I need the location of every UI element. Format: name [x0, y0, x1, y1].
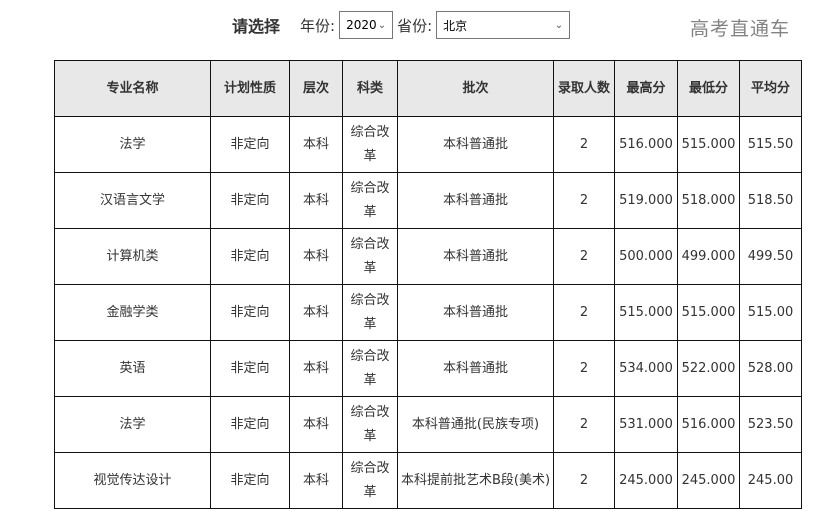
- table-cell: 519.000: [614, 172, 678, 229]
- filter-title: 请选择: [232, 17, 281, 36]
- filter-bar: 请选择 年份: 2020 ⌄ 省份: 北京 ⌄: [232, 10, 571, 40]
- table-row: 视觉传达设计 非定向 本科 综合改革 本科提前批艺术B段(美术) 2 245.000 245.…: [54, 452, 802, 509]
- table-cell: 本科: [289, 396, 343, 453]
- table-cell: 245.00: [739, 452, 802, 509]
- table-cell: 518.000: [677, 172, 740, 229]
- column-header: 批次: [397, 60, 554, 117]
- table-row: 汉语言文学 非定向 本科 综合改革 本科普通批 2 519.000 518.000 518.50: [54, 172, 802, 229]
- table-cell: 非定向: [210, 228, 290, 285]
- table-cell: 518.50: [739, 172, 802, 229]
- table-cell: 非定向: [210, 116, 290, 173]
- column-header: 最低分: [677, 60, 740, 117]
- table-cell: 2: [553, 284, 615, 341]
- watermark: 高考直通车: [690, 18, 791, 40]
- chevron-down-icon: ⌄: [554, 19, 564, 31]
- table-cell: 非定向: [210, 452, 290, 509]
- table-cell: 综合改革: [342, 452, 398, 509]
- table-cell: 2: [553, 116, 615, 173]
- table-cell: 金融学类: [54, 284, 211, 341]
- table-cell: 500.000: [614, 228, 678, 285]
- table-row: 法学 非定向 本科 综合改革 本科普通批 2 516.000 515.000 515.50: [54, 116, 802, 173]
- province-value: 北京: [443, 18, 468, 33]
- table-cell: 522.000: [677, 340, 740, 397]
- column-header: 计划性质: [210, 60, 290, 117]
- column-header: 科类: [342, 60, 398, 117]
- table-cell: 非定向: [210, 172, 290, 229]
- table-cell: 515.000: [677, 284, 740, 341]
- table-cell: 综合改革: [342, 228, 398, 285]
- table-cell: 本科: [289, 228, 343, 285]
- table-cell: 视觉传达设计: [54, 452, 211, 509]
- year-value: 2020: [346, 18, 377, 32]
- table-cell: 非定向: [210, 284, 290, 341]
- table-row: 英语 非定向 本科 综合改革 本科普通批 2 534.000 522.000 528.00: [54, 340, 802, 397]
- table-cell: 515.000: [677, 116, 740, 173]
- year-select[interactable]: 2020 ⌄: [339, 11, 394, 39]
- table-cell: 499.50: [739, 228, 802, 285]
- table-cell: 528.00: [739, 340, 802, 397]
- table-cell: 综合改革: [342, 284, 398, 341]
- column-header: 录取人数: [553, 60, 615, 117]
- province-label: 省份:: [397, 16, 433, 35]
- table-cell: 本科普通批(民族专项): [397, 396, 554, 453]
- table-cell: 2: [553, 228, 615, 285]
- admission-score-table: 专业名称 计划性质 层次 科类 批次 录取人数 最高分 最低分 平均分 法学 非定向 本科 综合改革本…: [54, 60, 802, 509]
- table-cell: 516.000: [677, 396, 740, 453]
- table-cell: 汉语言文学: [54, 172, 211, 229]
- table-cell: 本科普通批: [397, 228, 554, 285]
- table-cell: 2: [553, 452, 615, 509]
- table-cell: 534.000: [614, 340, 678, 397]
- table-cell: 2: [553, 396, 615, 453]
- table-cell: 综合改革: [342, 340, 398, 397]
- table-row: 法学 非定向 本科 综合改革 本科普通批(民族专项) 2 531.000 516.000 523…: [54, 396, 802, 453]
- table-cell: 523.50: [739, 396, 802, 453]
- table-cell: 法学: [54, 116, 211, 173]
- table-row: 金融学类 非定向 本科 综合改革 本科普通批 2 515.000 515.000 515.00: [54, 284, 802, 341]
- column-header: 最高分: [614, 60, 678, 117]
- table-cell: 515.00: [739, 284, 802, 341]
- table-cell: 2: [553, 172, 615, 229]
- table-cell: 本科: [289, 452, 343, 509]
- table-cell: 计算机类: [54, 228, 211, 285]
- table-row: 计算机类 非定向 本科 综合改革 本科普通批 2 500.000 499.000 499.50: [54, 228, 802, 285]
- table-cell: 英语: [54, 340, 211, 397]
- column-header: 层次: [289, 60, 343, 117]
- table-cell: 综合改革: [342, 116, 398, 173]
- table-cell: 245.000: [677, 452, 740, 509]
- table-cell: 非定向: [210, 340, 290, 397]
- table-cell: 本科普通批: [397, 116, 554, 173]
- column-header: 平均分: [739, 60, 802, 117]
- table-cell: 2: [553, 340, 615, 397]
- table-cell: 本科: [289, 340, 343, 397]
- chevron-down-icon: ⌄: [377, 19, 387, 31]
- table-cell: 本科普通批: [397, 172, 554, 229]
- table-cell: 245.000: [614, 452, 678, 509]
- table-cell: 非定向: [210, 396, 290, 453]
- table-cell: 本科提前批艺术B段(美术): [397, 452, 554, 509]
- table-cell: 本科: [289, 172, 343, 229]
- table-cell: 综合改革: [342, 172, 398, 229]
- table-cell: 515.50: [739, 116, 802, 173]
- table-cell: 531.000: [614, 396, 678, 453]
- table-cell: 本科普通批: [397, 340, 554, 397]
- table-cell: 本科: [289, 284, 343, 341]
- table-cell: 499.000: [677, 228, 740, 285]
- year-label: 年份:: [300, 16, 336, 35]
- column-header: 专业名称: [54, 60, 211, 117]
- table-cell: 综合改革: [342, 396, 398, 453]
- table-cell: 本科普通批: [397, 284, 554, 341]
- table-cell: 法学: [54, 396, 211, 453]
- table-cell: 515.000: [614, 284, 678, 341]
- table-header-row: 专业名称 计划性质 层次 科类 批次 录取人数 最高分 最低分 平均分: [54, 60, 802, 117]
- table-cell: 516.000: [614, 116, 678, 173]
- province-select[interactable]: 北京 ⌄: [436, 11, 571, 39]
- table-cell: 本科: [289, 116, 343, 173]
